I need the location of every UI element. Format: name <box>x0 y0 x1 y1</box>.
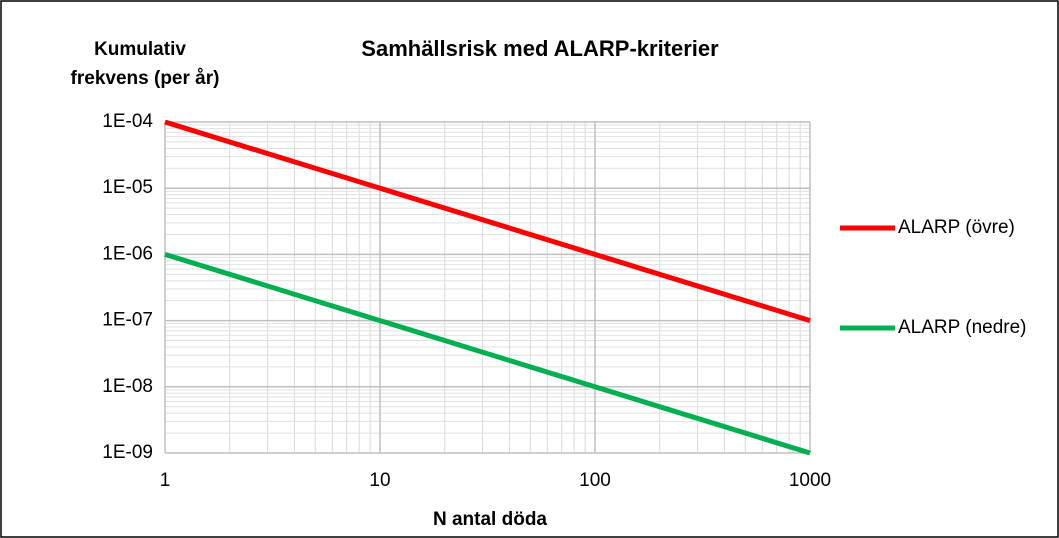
y-tick-label: 1E-06 <box>102 243 153 264</box>
y-axis-label: Kumulativ <box>94 39 186 60</box>
y-axis-label: frekvens (per år) <box>71 68 220 89</box>
x-axis-label: N antal döda <box>433 509 547 530</box>
series-line <box>164 119 811 323</box>
y-tick-label: 1E-05 <box>102 177 153 198</box>
series-line <box>164 252 811 456</box>
x-tick-label: 1000 <box>789 470 831 491</box>
legend-label: ALARP (övre) <box>898 217 1015 238</box>
x-tick-label: 10 <box>369 470 390 491</box>
chart-title: Samhällsrisk med ALARP-kriterier <box>361 36 719 61</box>
y-tick-label: 1E-09 <box>102 442 153 463</box>
y-tick-label: 1E-04 <box>102 111 153 132</box>
legend-label: ALARP (nedre) <box>898 317 1027 338</box>
y-tick-label: 1E-07 <box>102 310 153 331</box>
y-tick-label: 1E-08 <box>102 376 153 397</box>
x-tick-label: 1 <box>160 470 171 491</box>
x-tick-label: 100 <box>579 470 611 491</box>
